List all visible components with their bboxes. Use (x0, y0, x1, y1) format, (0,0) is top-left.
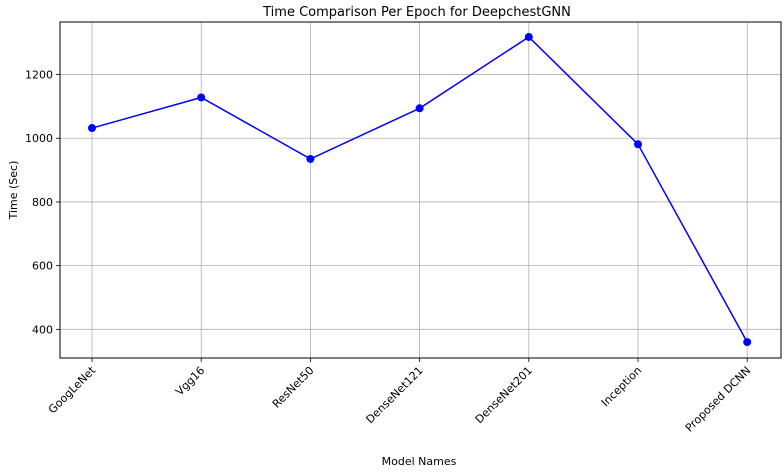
y-axis-label: Time (Sec) (7, 161, 20, 221)
x-tick-label: GoogLeNet (46, 363, 99, 416)
x-tick-label: DenseNet201 (473, 364, 535, 426)
y-tick-label: 800 (32, 196, 53, 209)
data-point (197, 93, 206, 102)
x-axis-label: Model Names (382, 455, 457, 468)
x-axis: GoogLeNet Vgg16 ResNet50 DenseNet121 DenseNe… (46, 358, 754, 435)
x-tick-label: Vgg16 (173, 364, 207, 398)
x-tick-label: ResNet50 (270, 364, 317, 411)
y-tick-label: 400 (32, 323, 53, 336)
data-point (634, 140, 642, 149)
x-tick-label: Inception (599, 364, 644, 409)
y-tick-label: 1000 (25, 132, 53, 145)
y-tick-label: 600 (32, 260, 53, 273)
gridlines (60, 22, 781, 358)
y-tick-label: 1200 (25, 69, 53, 82)
data-point (743, 338, 752, 347)
plot-area (59, 21, 782, 359)
data-point (524, 32, 533, 41)
data-point (306, 154, 315, 163)
chart-title: Time Comparison Per Epoch for DeepchestG… (262, 5, 571, 20)
x-tick-label: Proposed DCNN (683, 364, 754, 435)
x-tick-label: DenseNet121 (363, 364, 425, 426)
series-layer (88, 32, 752, 347)
y-axis: 400 600 800 1000 1200 (25, 69, 60, 336)
data-point (415, 104, 424, 113)
data-point (88, 124, 96, 133)
